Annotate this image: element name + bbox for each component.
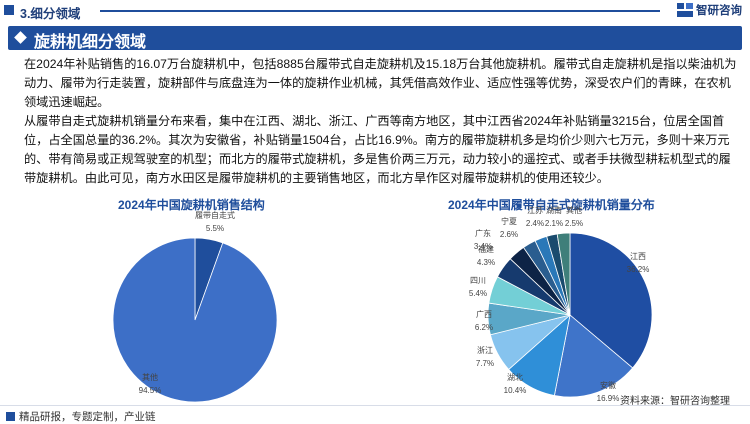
slice-value-0: 5.5% [206, 224, 224, 233]
slice-value-11: 2.5% [565, 219, 583, 228]
slice-value-7: 3.4% [474, 242, 492, 251]
body-text: 在2024年补贴销售的16.07万台旋耕机中，包括8885台履带式自走旋耕机及1… [24, 55, 740, 188]
logo-text: 智研咨询 [696, 5, 742, 17]
slice-value-10: 2.1% [545, 219, 563, 228]
banner-title: 旋耕机细分领域 [34, 34, 147, 51]
slice-label-7: 广东 [475, 228, 491, 238]
paragraph-1: 在2024年补贴销售的16.07万台旋耕机中，包括8885台履带式自走旋耕机及1… [24, 57, 737, 109]
slice-label-9: 江苏 [527, 205, 543, 215]
footer-text: 精品研报，专题定制，产业链 [6, 409, 156, 424]
slice-value-1: 94.5% [139, 386, 162, 395]
pie-chart-distribution: 江西 36.2% 安徽 16.9% 湖北 10.4% 浙江 7.7% 广西 6.2% 四川 5.4% 福… [469, 205, 653, 403]
paragraph-2: 从履带自走式旋耕机销量分布来看，集中在江西、湖北、浙江、广西等南方地区，其中江西… [24, 114, 731, 185]
slice-label-2: 湖北 [507, 373, 523, 382]
slice-value-8: 2.6% [500, 230, 518, 239]
footer-icon [6, 412, 15, 421]
slice-label-3: 浙江 [477, 345, 493, 355]
pie-slice-1 [112, 237, 278, 403]
pie-slice-11 [556, 232, 571, 316]
slice-value-2: 10.4% [504, 386, 527, 395]
section-title: 3.细分领域 [20, 7, 81, 21]
slice-label-5: 四川 [470, 276, 486, 285]
brand-logo: 智研咨询 [677, 2, 742, 18]
slice-value-4: 6.2% [475, 323, 493, 332]
slice-value-9: 2.4% [526, 219, 544, 228]
footer-items: 精品研报，专题定制，产业链 [19, 411, 156, 423]
slice-value-3: 7.7% [476, 359, 494, 368]
section-marker [4, 5, 14, 15]
chart-2-title: 2024年中国履带自走式旋耕机销量分布 [448, 198, 655, 212]
slice-value-5: 5.4% [469, 289, 487, 298]
slice-label-0: 履带自走式 [195, 210, 235, 220]
header-rule [100, 10, 660, 12]
source-note: 资料来源：智研咨询整理 [620, 396, 730, 407]
chart-1-title: 2024年中国旋耕机销售结构 [118, 198, 265, 212]
slice-label-10: 湖南 [546, 205, 562, 215]
slice-label-1: 其他 [142, 372, 158, 382]
slice-value-6: 4.3% [477, 258, 495, 267]
slice-label-6: 福建 [478, 244, 494, 254]
pie-slice-1 [553, 314, 634, 398]
slice-label-0: 江西 [630, 252, 646, 261]
logo-icon [677, 3, 693, 17]
top-bar: 3.细分领域 智研咨询 [0, 0, 750, 22]
slice-label-11: 其他 [566, 205, 582, 215]
slice-label-8: 宁夏 [501, 216, 517, 226]
pie-slice-0 [569, 232, 653, 369]
footer-bar: 精品研报，专题定制，产业链 [0, 405, 750, 423]
banner-diamond-icon [14, 31, 27, 44]
section-banner: 旋耕机细分领域 [8, 26, 742, 51]
slice-value-1: 16.9% [597, 394, 620, 403]
pie-chart-structure: 履带自走式 5.5% 其他 94.5% [112, 210, 278, 403]
slice-label-4: 广西 [476, 309, 492, 319]
slice-value-0: 36.2% [627, 265, 650, 274]
slice-label-1: 安徽 [600, 380, 616, 390]
